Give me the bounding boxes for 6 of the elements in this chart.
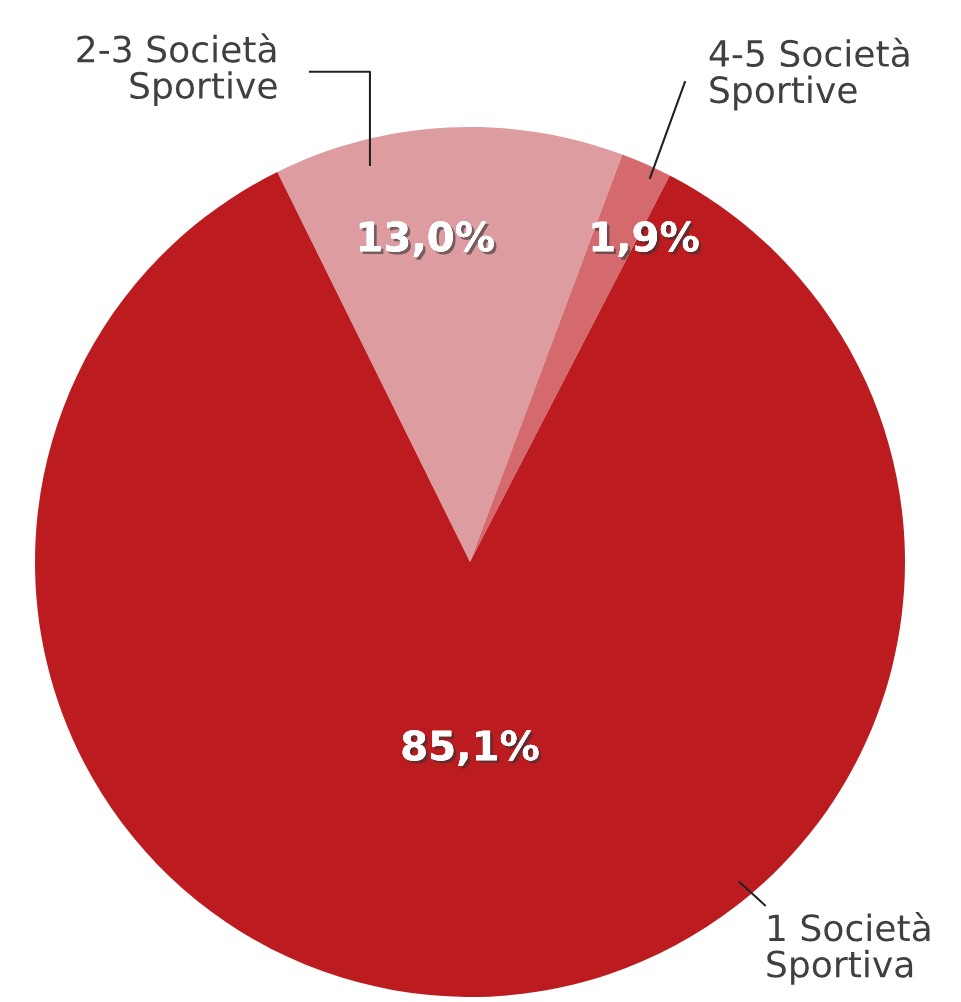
slice-label: 1 Società Sportiva [767,912,930,985]
slice-label: 2-3 Società Sportive [77,33,277,107]
data-label: 85,1% [402,730,542,769]
data-label: 1,9% [592,221,702,260]
data-label: 13,0% [359,221,497,260]
slice-label: 4-5 Società Sportive [709,37,909,111]
